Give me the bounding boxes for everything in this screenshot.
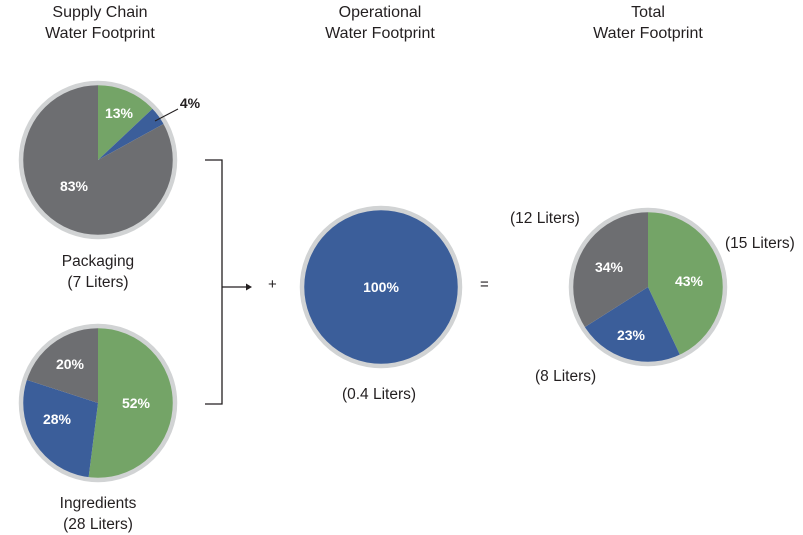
ingredients-slice-0 <box>88 326 176 480</box>
operational-slice-0 <box>302 208 460 366</box>
total-annotation-blue: (8 Liters) <box>535 368 597 385</box>
total-slice-1 <box>582 287 681 364</box>
ingredients-pie: 52% 28% 20% <box>18 323 178 483</box>
heading-operational-line1: Operational <box>338 4 422 21</box>
heading-supply-chain: Supply Chain Water Footprint <box>15 2 185 44</box>
ingredients-label-2: 20% <box>56 356 85 372</box>
total-label-0: 43% <box>675 273 704 289</box>
packaging-slice-1 <box>98 107 166 160</box>
heading-total-line2: Water Footprint <box>593 25 703 42</box>
packaging-caption: Packaging (7 Liters) <box>38 251 158 293</box>
total-pie: 43% 23% 34% <box>568 207 728 367</box>
packaging-label-0: 13% <box>105 105 134 121</box>
packaging-caption-line1: Packaging <box>61 253 135 270</box>
packaging-slice-2 <box>21 83 176 238</box>
total-annotation-green: (15 Liters) <box>725 235 795 252</box>
plus-operator: + <box>268 276 277 293</box>
bracket-arrow-head <box>246 283 252 291</box>
total-slice-0 <box>648 210 726 357</box>
packaging-slice-0 <box>98 83 155 160</box>
bracket <box>205 159 246 405</box>
total-label-2: 34% <box>595 259 624 275</box>
total-annotation-gray: (12 Liters) <box>510 210 580 227</box>
bracket-line <box>205 159 223 405</box>
heading-operational-line2: Water Footprint <box>325 25 435 42</box>
heading-total: Total Water Footprint <box>563 2 733 44</box>
ingredients-label-0: 52% <box>122 395 151 411</box>
packaging-caption-line2: (7 Liters) <box>67 274 129 291</box>
packaging-pie: 13% 4% 83% <box>18 80 201 240</box>
ingredients-label-1: 28% <box>43 411 72 427</box>
packaging-label-1: 4% <box>180 95 201 111</box>
operational-pie-ring <box>299 205 463 369</box>
ingredients-slice-2 <box>24 326 99 403</box>
heading-supply-chain-line2: Water Footprint <box>45 25 155 42</box>
ingredients-caption-line1: Ingredients <box>59 495 137 512</box>
packaging-pie-ring <box>18 80 178 240</box>
operational-label-0: 100% <box>363 279 399 295</box>
operational-caption-line1: (0.4 Liters) <box>341 386 417 403</box>
operational-caption: (0.4 Liters) <box>319 384 439 405</box>
ingredients-pie-ring <box>18 323 178 483</box>
total-slice-2 <box>571 210 648 329</box>
heading-operational: Operational Water Footprint <box>295 2 465 44</box>
operational-pie: 100% <box>299 205 463 369</box>
total-label-1: 23% <box>617 327 646 343</box>
ingredients-slice-1 <box>21 379 99 480</box>
total-pie-ring <box>568 207 728 367</box>
ingredients-caption-line2: (28 Liters) <box>63 516 133 533</box>
equals-operator: = <box>480 276 489 293</box>
packaging-4pct-leader <box>154 108 179 122</box>
heading-supply-chain-line1: Supply Chain <box>52 4 148 21</box>
ingredients-caption: Ingredients (28 Liters) <box>38 493 158 535</box>
packaging-label-2: 83% <box>60 178 89 194</box>
heading-total-line1: Total <box>631 4 665 21</box>
